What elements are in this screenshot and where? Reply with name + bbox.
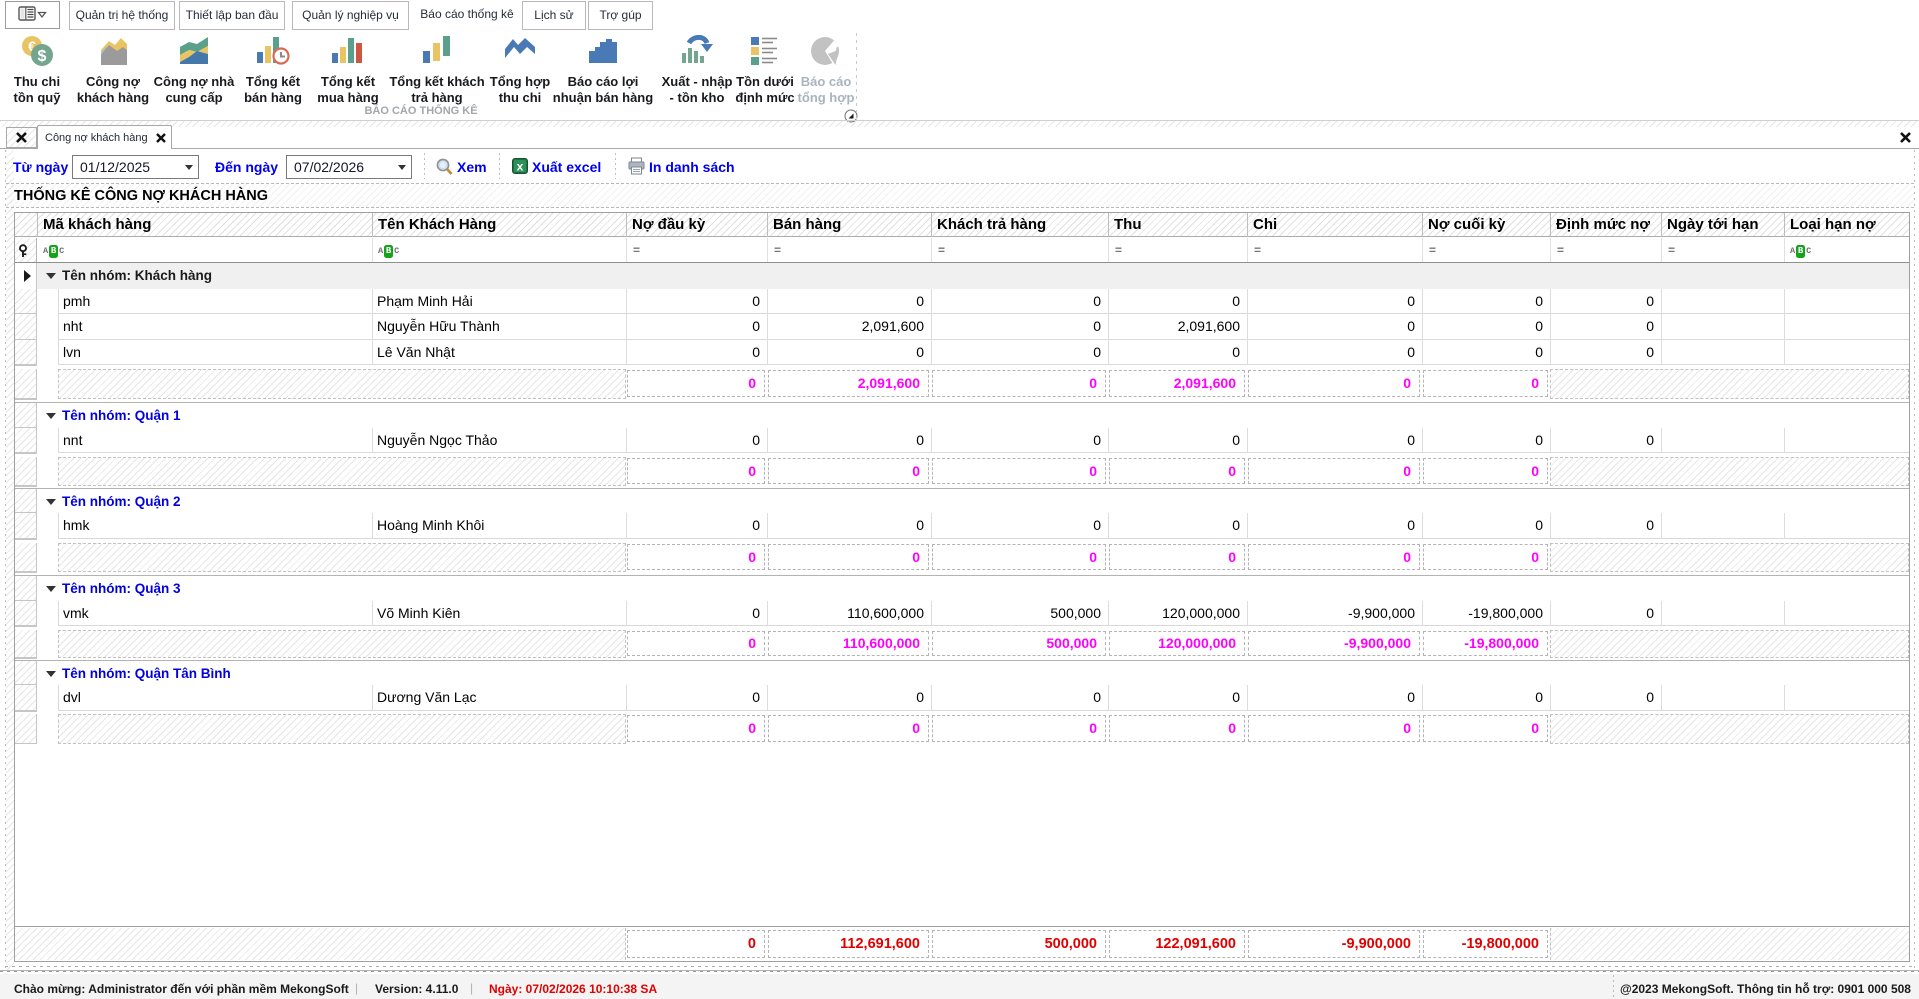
svg-text:x: x — [517, 160, 524, 174]
svg-text:$: $ — [38, 48, 47, 65]
svg-text:€: € — [28, 38, 36, 54]
